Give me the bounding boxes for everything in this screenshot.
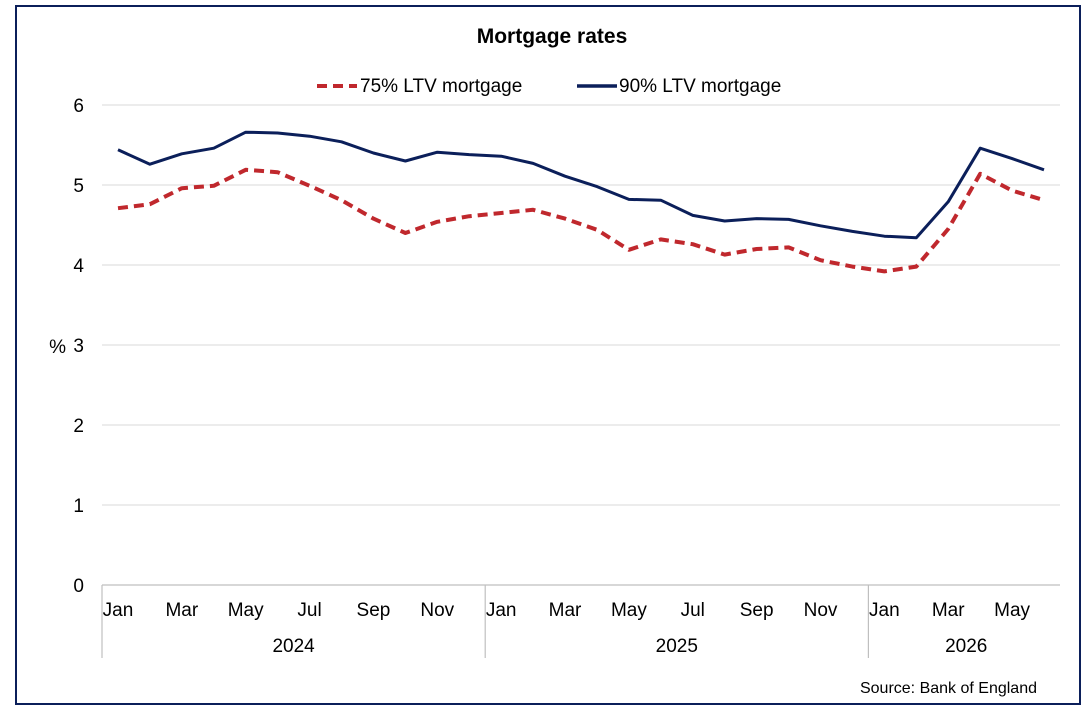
y-tick-labels: 0 1 2 3 4 5 6 [73, 96, 84, 597]
y-tick-label: 4 [73, 256, 84, 277]
legend: 75% LTV mortgage 90% LTV mortgage [317, 76, 781, 97]
x-tick-label: Jan [869, 600, 900, 621]
x-tick-label: Jul [681, 600, 705, 621]
year-label: 2024 [272, 636, 315, 657]
x-tick-label: Jan [486, 600, 517, 621]
y-tick-label: 2 [73, 416, 84, 437]
source-note: Source: Bank of England [860, 680, 1037, 697]
x-tick-label: Mar [549, 600, 582, 621]
y-tick-label: 1 [73, 496, 84, 517]
x-tick-label: Jan [103, 600, 134, 621]
y-axis-label: % [49, 337, 66, 358]
y-tick-label: 3 [73, 336, 84, 357]
y-tick-label: 6 [73, 96, 84, 117]
x-axis: Jan Mar May Jul Sep Nov Jan Mar May Jul Sep Nov Jan M… [101, 584, 1060, 658]
chart-title: Mortgage rates [477, 25, 628, 48]
x-tick-label: Sep [357, 600, 391, 621]
year-label: 2026 [945, 636, 987, 657]
legend-label-75: 75% LTV mortgage [360, 76, 522, 97]
x-tick-label: May [994, 600, 1030, 621]
x-tick-label: Mar [165, 600, 198, 621]
x-tick-label: Sep [740, 600, 774, 621]
chart-frame: Mortgage rates 75% LTV mortgage 90% LTV … [15, 5, 1081, 705]
year-label: 2025 [656, 636, 698, 657]
chart-svg: Mortgage rates 75% LTV mortgage 90% LTV … [49, 25, 1060, 697]
series-line-75-ltv [117, 167, 1045, 274]
x-tick-label: May [611, 600, 647, 621]
gridlines [102, 104, 1060, 506]
x-tick-label: May [228, 600, 264, 621]
x-tick-label: Nov [420, 600, 454, 621]
y-tick-label: 0 [73, 576, 84, 597]
series-lines [117, 130, 1045, 274]
y-tick-label: 5 [73, 176, 84, 197]
x-tick-label: Mar [932, 600, 965, 621]
legend-label-90: 90% LTV mortgage [619, 76, 781, 97]
x-tick-label: Nov [804, 600, 838, 621]
series-line-90-ltv [117, 130, 1045, 240]
x-tick-label: Jul [297, 600, 321, 621]
